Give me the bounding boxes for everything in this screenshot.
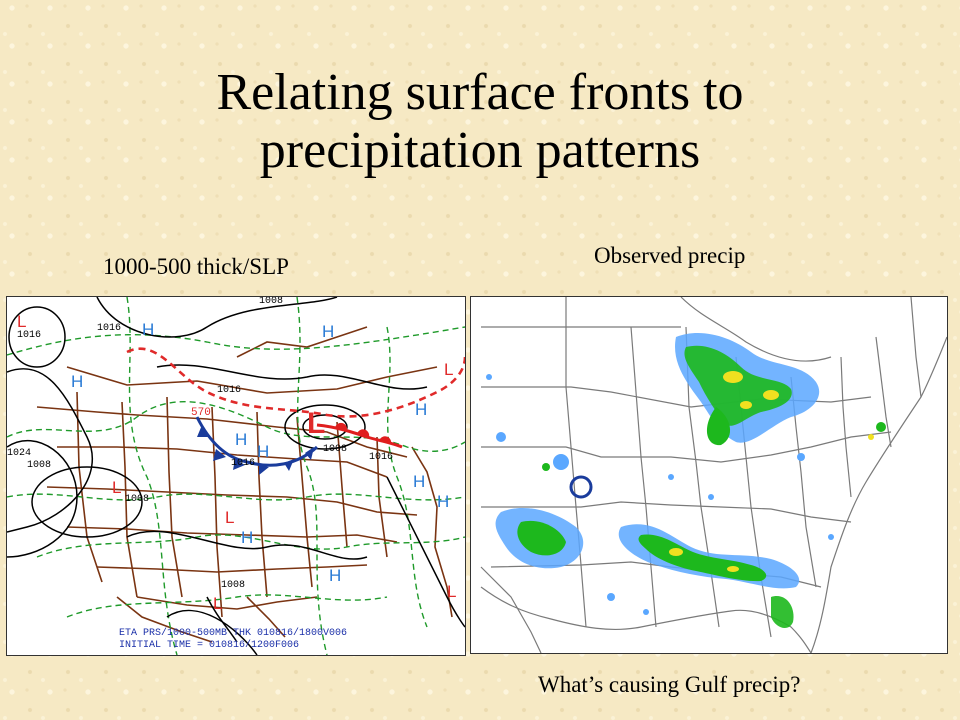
isobar-label: 1008 bbox=[259, 297, 283, 307]
high-pressure-center: H bbox=[257, 442, 269, 461]
precip-echoes bbox=[486, 332, 886, 629]
red-dashed-thickness bbox=[126, 347, 465, 418]
high-pressure-center: H bbox=[413, 472, 425, 491]
precip-area-gulf-coast bbox=[618, 524, 800, 589]
map-footer-line-1: ETA PRS/1000-500MB THK 010816/1800V006 bbox=[119, 627, 347, 639]
isobar-label: 1024 bbox=[7, 448, 31, 459]
bottom-question-caption: What’s causing Gulf precip? bbox=[538, 672, 801, 697]
isobar-label: 1008 bbox=[125, 494, 149, 505]
thickness-slp-map-canvas: 570 1008 1016 1016 1016 1016 1008 bbox=[7, 297, 465, 655]
high-pressure-center: H bbox=[235, 430, 247, 449]
low-pressure-center: L bbox=[17, 312, 26, 331]
title-line-2: precipitation patterns bbox=[259, 122, 701, 180]
warm-front bbox=[316, 422, 403, 449]
low-pressure-center: L bbox=[225, 508, 234, 527]
isobar-label: 1016 bbox=[231, 458, 255, 469]
low-pressure-center: L bbox=[112, 478, 121, 497]
isobar-label: 1008 bbox=[221, 580, 245, 591]
thickness-slp-map: 570 1008 1016 1016 1016 1016 1008 bbox=[6, 296, 466, 656]
left-map-caption: 1000-500 thick/SLP bbox=[103, 254, 289, 279]
isobar-label: 1008 bbox=[323, 444, 347, 455]
observed-precip-map bbox=[470, 296, 948, 654]
isobars bbox=[7, 297, 465, 655]
map-footer-line-2: INITIAL TIME = 010816/1200F006 bbox=[119, 639, 299, 651]
title-line-1: Relating surface fronts to bbox=[216, 64, 744, 121]
thickness-label-570: 570 bbox=[191, 407, 211, 419]
isobar-label: 1016 bbox=[217, 385, 241, 396]
low-pressure-center: L bbox=[444, 360, 453, 379]
cold-front bbox=[195, 416, 319, 475]
right-map-caption: Observed precip bbox=[594, 243, 746, 268]
high-pressure-center: H bbox=[322, 322, 334, 341]
observed-precip-map-canvas bbox=[480, 297, 947, 653]
high-pressure-center: H bbox=[241, 528, 253, 547]
low-pressure-center-main: L bbox=[307, 407, 325, 440]
high-pressure-center: H bbox=[415, 400, 427, 419]
isobar-label: 1016 bbox=[369, 452, 393, 463]
high-pressure-center: H bbox=[329, 566, 341, 585]
isobar-label: 1008 bbox=[27, 460, 51, 471]
low-pressure-center: L bbox=[213, 594, 222, 613]
thickness-contours bbox=[7, 297, 465, 655]
slide-title: Relating surface fronts to precipitation… bbox=[0, 64, 960, 180]
high-pressure-center: H bbox=[437, 492, 449, 511]
isobar-label: 1016 bbox=[97, 323, 121, 334]
low-pressure-center: L bbox=[447, 582, 456, 601]
high-pressure-center: H bbox=[142, 320, 154, 339]
isobar-label: 1016 bbox=[17, 330, 41, 341]
high-pressure-center: H bbox=[71, 372, 83, 391]
